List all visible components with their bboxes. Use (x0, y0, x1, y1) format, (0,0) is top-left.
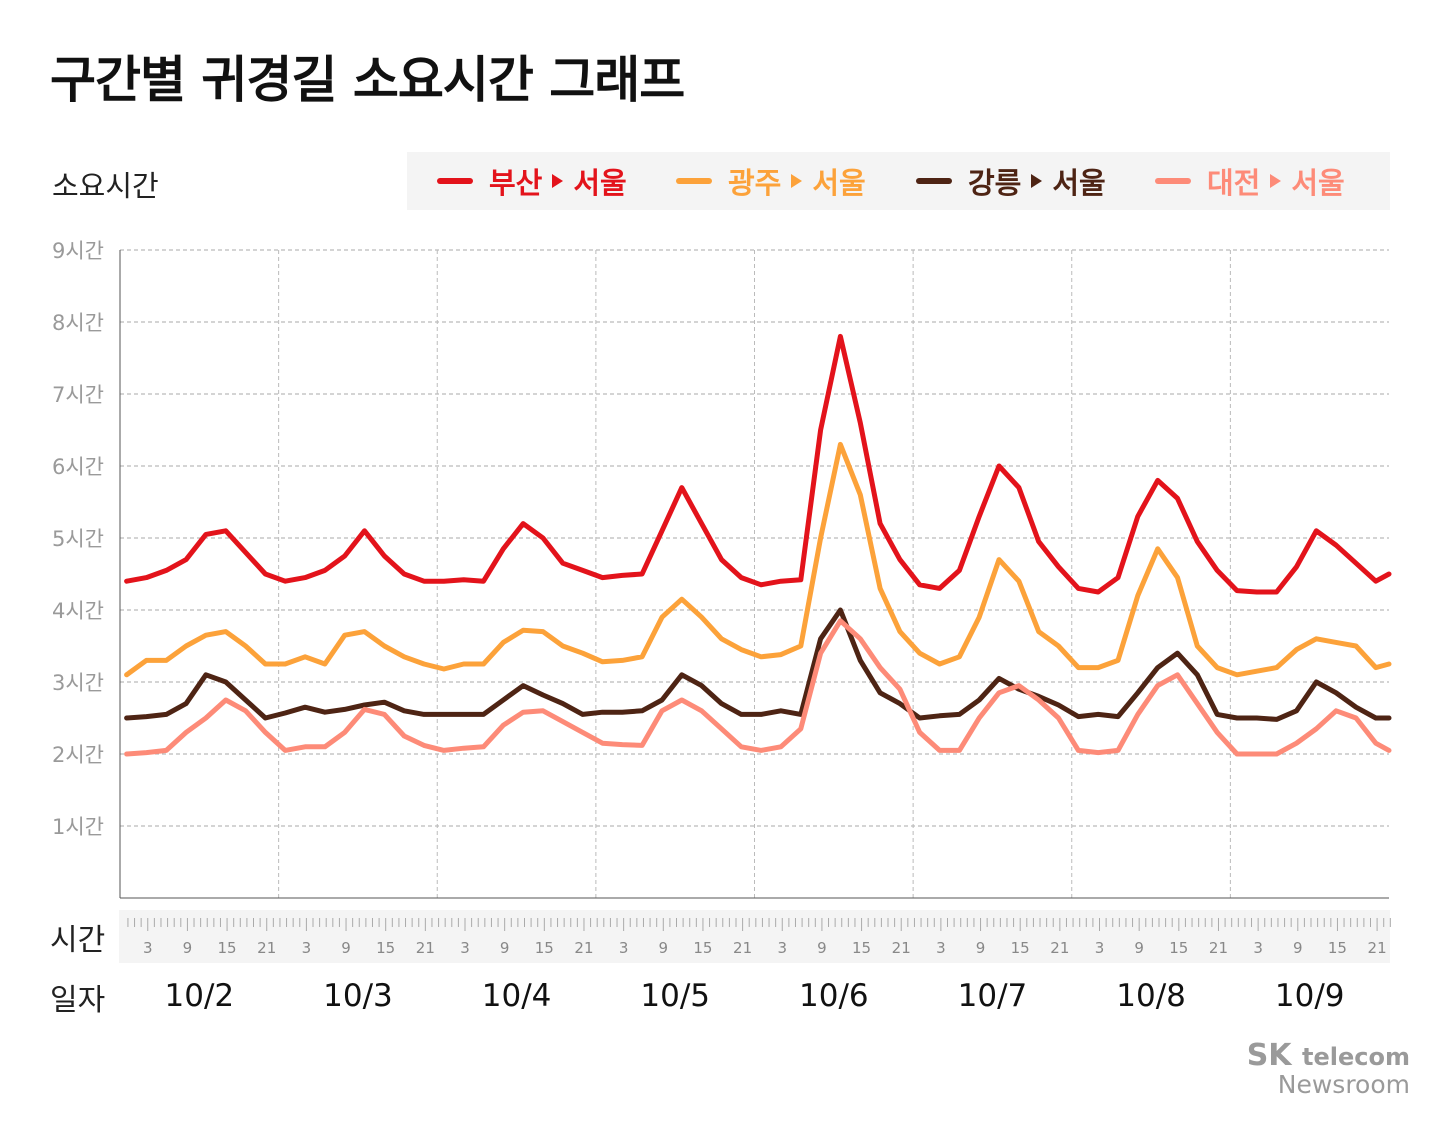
day-axis-label: 일자 (50, 983, 106, 1018)
hour-tick-label: 21 (1368, 939, 1387, 957)
hour-tick-label: 3 (936, 939, 946, 957)
legend-item-gangneung: 강릉 서울 (916, 162, 1106, 200)
series-line-daejeon (124, 618, 1392, 757)
legend-swatch (1155, 178, 1191, 184)
hour-tick-label: 21 (892, 939, 911, 957)
y-tick-label: 9시간 (52, 239, 104, 263)
legend-dest: 서울 (812, 166, 866, 200)
triangle-right-icon (791, 174, 803, 188)
y-tick-label: 6시간 (52, 455, 104, 479)
hour-tick-label: 3 (460, 939, 470, 957)
hour-tick-label: 21 (257, 939, 276, 957)
y-tick-label: 5시간 (52, 527, 104, 551)
hour-tick-label: 21 (733, 939, 752, 957)
hour-tick-label: 3 (777, 939, 787, 957)
hour-tick-label: 9 (817, 939, 827, 957)
series-line-busan (124, 333, 1392, 595)
hour-tick-label: 15 (1328, 939, 1347, 957)
day-label: 10/9 (1274, 978, 1345, 1014)
hour-tick-label: 21 (1050, 939, 1069, 957)
hour-tick-label: 15 (376, 939, 395, 957)
y-tick-label: 7시간 (52, 383, 104, 407)
hour-tick-label: 15 (1169, 939, 1188, 957)
triangle-right-icon (1031, 174, 1043, 188)
hour-tick-label: 9 (1293, 939, 1303, 957)
legend-dest: 서울 (1291, 166, 1345, 200)
hour-tick-label: 9 (976, 939, 986, 957)
legend-dest: 서울 (573, 166, 627, 200)
hour-axis-label: 시간 (50, 923, 106, 958)
day-label: 10/8 (1116, 978, 1186, 1014)
hour-tick-label: 21 (574, 939, 593, 957)
y-tick-label: 8시간 (52, 311, 104, 335)
legend-item-gwangju: 광주 서울 (676, 162, 866, 200)
hour-tick-label: 9 (500, 939, 510, 957)
legend-swatch (437, 178, 473, 184)
triangle-right-icon (1270, 174, 1282, 188)
hour-tick-label: 9 (659, 939, 669, 957)
legend-origin: 강릉 (968, 166, 1022, 200)
hour-tick-label: 15 (693, 939, 712, 957)
series-line-gangneung (124, 607, 1392, 722)
hour-tick-label: 21 (1209, 939, 1228, 957)
sk-telecom-newsroom-logo: SK telecom Newsroom (1246, 1038, 1410, 1099)
hour-tick-label: 3 (1095, 939, 1105, 957)
hour-tick-label: 21 (416, 939, 435, 957)
day-label: 10/3 (323, 978, 393, 1014)
day-label: 10/4 (481, 978, 552, 1014)
legend-swatch (676, 178, 712, 184)
hour-tick-label: 15 (218, 939, 237, 957)
hour-tick-label: 3 (302, 939, 312, 957)
day-label: 10/5 (640, 978, 710, 1014)
hour-axis-strip (119, 910, 1390, 963)
chart-title: 구간별 귀경길 소요시간 그래프 (50, 51, 685, 109)
y-tick-label: 3시간 (52, 671, 104, 695)
y-tick-label: 4시간 (52, 599, 104, 623)
hour-tick-label: 9 (1134, 939, 1144, 957)
day-label: 10/6 (799, 978, 869, 1014)
legend: 부산 서울 광주 서울 강릉 서울 대전 서울 (407, 152, 1390, 210)
triangle-right-icon (552, 174, 564, 188)
hour-tick-label: 9 (183, 939, 193, 957)
day-label: 10/2 (164, 978, 235, 1014)
y-tick-label: 1시간 (52, 815, 104, 839)
y-tick-label: 2시간 (52, 743, 104, 767)
series-line-gwangju (124, 441, 1392, 678)
legend-origin: 부산 (489, 166, 543, 200)
y-axis-label: 소요시간 (52, 169, 159, 203)
legend-dest: 서울 (1052, 166, 1106, 200)
hour-tick-label: 15 (1011, 939, 1030, 957)
day-label: 10/7 (957, 978, 1028, 1014)
hour-tick-label: 3 (619, 939, 629, 957)
hour-tick-label: 9 (341, 939, 351, 957)
legend-item-busan: 부산 서울 (437, 162, 627, 200)
hour-tick-label: 15 (852, 939, 871, 957)
hour-tick-label: 3 (1253, 939, 1263, 957)
legend-origin: 광주 (728, 166, 782, 200)
hour-tick-label: 15 (535, 939, 554, 957)
legend-origin: 대전 (1207, 166, 1261, 200)
legend-item-daejeon: 대전 서울 (1155, 162, 1345, 200)
legend-swatch (916, 178, 952, 184)
hour-tick-label: 3 (143, 939, 153, 957)
